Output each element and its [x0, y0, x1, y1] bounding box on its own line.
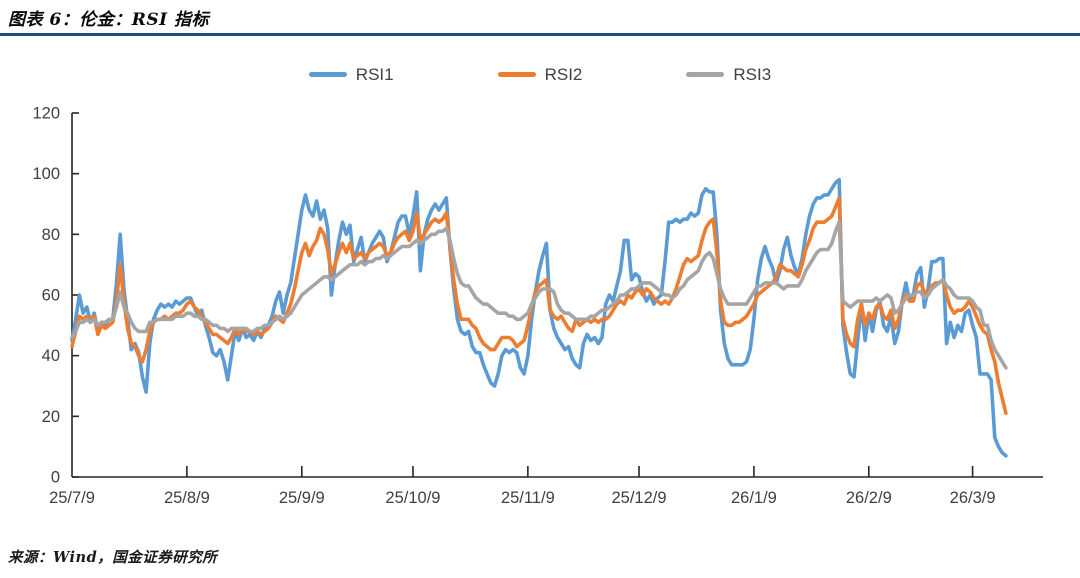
x-axis-tick-label: 26/3/9	[950, 489, 996, 507]
rsi1-line-swatch-icon	[308, 72, 347, 77]
legend-item-rsi1: RSI1	[308, 65, 394, 84]
y-axis-tick-label: 60	[42, 287, 60, 305]
rsi1-legend-label: RSI1	[355, 65, 394, 84]
title-divider	[0, 33, 1080, 36]
y-axis-tick-label: 0	[51, 469, 60, 487]
series-line-rsi3	[70, 220, 1008, 370]
x-axis-tick-label: 25/11/9	[501, 489, 555, 507]
y-axis-tick-label: 40	[42, 347, 60, 365]
x-axis-tick-label: 26/1/9	[731, 489, 777, 507]
series-line-rsi2	[70, 196, 1008, 416]
figure-title: 图表 6：伦金：RSI 指标	[8, 10, 210, 30]
x-axis-tick-label: 25/8/9	[164, 489, 210, 507]
y-axis-tick-label: 100	[32, 165, 60, 183]
x-axis-tick-label: 25/9/9	[279, 489, 325, 507]
y-axis-tick-label: 120	[32, 105, 60, 123]
x-axis-tick-label: 25/12/9	[612, 489, 667, 507]
y-axis-tick-label: 20	[42, 408, 60, 426]
x-axis-tick-label: 25/10/9	[385, 489, 440, 507]
legend-item-rsi2: RSI2	[497, 65, 583, 84]
rsi2-legend-label: RSI2	[544, 65, 583, 84]
rsi3-line-swatch-icon	[686, 72, 725, 77]
source-line: 来源：Wind，国金证券研究所	[8, 549, 218, 566]
x-axis-tick-label: 25/7/9	[49, 489, 95, 507]
series-line-rsi1	[70, 177, 1008, 458]
rsi3-legend-label: RSI3	[733, 65, 772, 84]
x-axis-tick-label: 26/2/9	[846, 489, 892, 507]
chart-legend: RSI1 RSI2 RSI3	[0, 66, 1080, 83]
y-axis-tick-label: 80	[42, 226, 60, 244]
rsi2-line-swatch-icon	[497, 72, 536, 77]
legend-item-rsi3: RSI3	[686, 66, 771, 83]
